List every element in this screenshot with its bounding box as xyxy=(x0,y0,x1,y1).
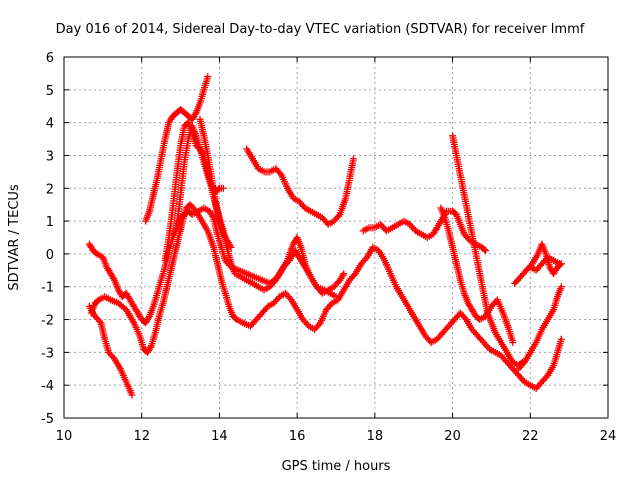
plus-markers xyxy=(515,283,565,373)
y-tick-label: -3 xyxy=(41,346,54,361)
plus-markers xyxy=(243,145,357,228)
plus-markers xyxy=(196,115,348,297)
series-trace-4 xyxy=(142,73,212,225)
plus-markers xyxy=(359,207,490,255)
series-trace-9 xyxy=(359,207,490,255)
x-tick-label: 24 xyxy=(600,429,617,444)
y-axis-label: SDTVAR / TECUs xyxy=(7,184,22,291)
y-tick-label: 4 xyxy=(46,117,54,132)
x-tick-label: 14 xyxy=(211,429,228,444)
series-trace-13 xyxy=(515,283,565,373)
y-tick-label: 0 xyxy=(46,248,54,263)
plus-markers xyxy=(142,73,212,225)
y-tick-label: -5 xyxy=(41,412,54,427)
data-points xyxy=(85,73,565,399)
x-tick-label: 20 xyxy=(444,429,461,444)
plus-markers xyxy=(437,204,517,347)
y-tick-label: 1 xyxy=(46,215,54,230)
series-trace-8 xyxy=(243,145,357,228)
plot-frame xyxy=(63,56,609,419)
y-tick-label: 6 xyxy=(46,51,54,66)
y-tick-label: -4 xyxy=(41,379,54,394)
y-tick-label: 2 xyxy=(46,182,54,197)
y-tick-labels: -5 -4 -3 -2 -1 0 1 2 3 4 5 6 xyxy=(41,51,54,427)
x-tick-label: 22 xyxy=(522,429,539,444)
x-tick-label: 10 xyxy=(56,429,73,444)
y-tick-label: 3 xyxy=(46,149,54,164)
series-trace-6 xyxy=(161,119,227,264)
series-trace-14 xyxy=(526,253,563,274)
y-tick-label: 5 xyxy=(46,84,54,99)
y-tick-label: -1 xyxy=(41,281,54,296)
y-tick-label: -2 xyxy=(41,314,54,329)
series-trace-11 xyxy=(437,204,517,347)
plus-markers xyxy=(85,302,136,399)
x-tick-label: 16 xyxy=(289,429,306,444)
plus-markers xyxy=(161,119,227,264)
x-tick-label: 12 xyxy=(133,429,150,444)
chart-title: Day 016 of 2014, Sidereal Day-to-day VTE… xyxy=(56,22,585,37)
plus-markers xyxy=(526,253,563,274)
series-trace-2 xyxy=(85,302,136,399)
series-trace-7 xyxy=(196,115,348,297)
plus-markers xyxy=(87,201,565,392)
series-trace-3 xyxy=(87,201,565,392)
series-trace-10 xyxy=(449,132,527,369)
x-axis-label: GPS time / hours xyxy=(282,459,391,474)
plus-markers xyxy=(449,132,527,369)
x-tick-label: 18 xyxy=(367,429,384,444)
x-tick-labels: 10 12 14 16 18 20 22 24 xyxy=(56,429,617,444)
